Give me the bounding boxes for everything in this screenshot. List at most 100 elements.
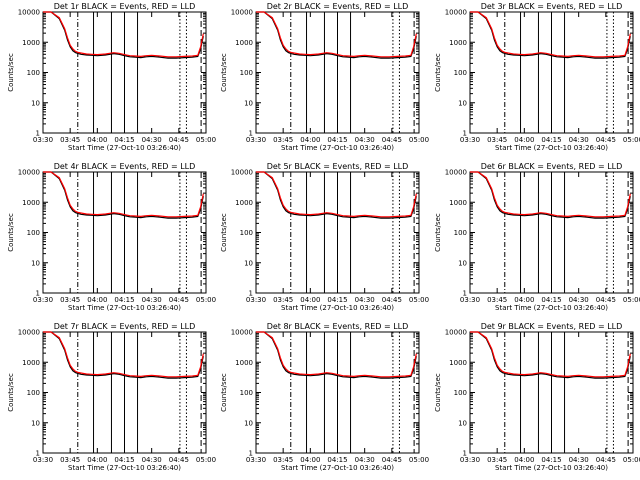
panel-title: Det 1r BLACK = Events, RED = LLD (54, 2, 196, 11)
y-tick-label: 10 (244, 99, 253, 107)
x-axis-label: Start Time (27-Oct-10 03:26:40) (68, 464, 181, 472)
series-line-events (256, 11, 417, 59)
y-tick-label: 1000 (235, 39, 253, 47)
y-tick-label: 10000 (231, 9, 253, 17)
x-tick-label: 04:00 (87, 136, 107, 144)
x-tick-label: 04:30 (355, 136, 375, 144)
y-tick-label: 10 (31, 419, 40, 427)
x-tick-label: 04:00 (300, 456, 320, 464)
y-tick-label: 100 (240, 229, 253, 237)
x-tick-label: 03:30 (460, 296, 480, 304)
panel-title: Det 5r BLACK = Events, RED = LLD (267, 162, 409, 171)
y-tick-label: 1000 (449, 199, 467, 207)
panel-title: Det 7r BLACK = Events, RED = LLD (54, 322, 196, 331)
x-tick-label: 03:45 (60, 296, 80, 304)
x-tick-label: 04:30 (142, 296, 162, 304)
panel-title: Det 9r BLACK = Events, RED = LLD (481, 322, 623, 331)
y-tick-label: 1000 (235, 359, 253, 367)
x-tick-label: 04:45 (169, 136, 189, 144)
y-tick-label: 10000 (445, 169, 467, 177)
x-tick-label: 04:30 (142, 136, 162, 144)
y-tick-label: 1000 (235, 199, 253, 207)
x-tick-label: 04:45 (382, 296, 402, 304)
y-axis-label: Counts/sec (7, 213, 15, 252)
y-tick-label: 100 (454, 69, 467, 77)
y-axis-label: Counts/sec (434, 373, 442, 412)
y-axis-label: Counts/sec (220, 53, 228, 92)
series-line-lld (470, 11, 631, 58)
x-tick-label: 04:00 (87, 456, 107, 464)
x-tick-label: 03:30 (33, 136, 53, 144)
x-tick-label: 05:00 (196, 456, 216, 464)
x-axis-label: Start Time (27-Oct-10 03:26:40) (68, 144, 181, 152)
x-tick-label: 04:00 (300, 296, 320, 304)
panel-2: Det 2r BLACK = Events, RED = LLD 1 10 100 10… (220, 2, 429, 152)
y-tick-label: 100 (27, 229, 40, 237)
x-tick-label: 03:45 (487, 136, 507, 144)
x-tick-label: 05:00 (409, 136, 429, 144)
y-tick-label: 1 (463, 130, 467, 138)
x-tick-label: 04:00 (514, 456, 534, 464)
y-tick-label: 10000 (18, 9, 40, 17)
x-tick-label: 03:45 (273, 296, 293, 304)
panel-title: Det 6r BLACK = Events, RED = LLD (481, 162, 623, 171)
y-axis-label: Counts/sec (7, 373, 15, 412)
x-tick-label: 03:30 (460, 456, 480, 464)
x-tick-label: 04:00 (514, 136, 534, 144)
panel-6: Det 6r BLACK = Events, RED = LLD 1 10 100 10… (434, 162, 640, 312)
y-tick-label: 1000 (22, 359, 40, 367)
series-line-events (43, 331, 204, 379)
y-tick-label: 1000 (22, 39, 40, 47)
panel-3: Det 3r BLACK = Events, RED = LLD 1 10 100 10… (434, 2, 640, 152)
x-tick-label: 04:15 (327, 296, 347, 304)
x-axis-label: Start Time (27-Oct-10 03:26:40) (495, 304, 608, 312)
y-tick-label: 100 (27, 69, 40, 77)
series-line-lld (256, 171, 417, 218)
x-tick-label: 03:30 (246, 136, 266, 144)
y-axis-label: Counts/sec (434, 53, 442, 92)
y-tick-label: 100 (240, 69, 253, 77)
x-tick-label: 03:45 (487, 456, 507, 464)
x-tick-label: 04:30 (569, 296, 589, 304)
x-axis-label: Start Time (27-Oct-10 03:26:40) (281, 464, 394, 472)
y-tick-label: 1 (36, 130, 40, 138)
x-axis-label: Start Time (27-Oct-10 03:26:40) (68, 304, 181, 312)
x-axis-label: Start Time (27-Oct-10 03:26:40) (281, 144, 394, 152)
x-tick-label: 04:00 (87, 296, 107, 304)
y-tick-label: 10000 (445, 329, 467, 337)
x-tick-label: 03:45 (273, 136, 293, 144)
x-tick-label: 03:45 (60, 456, 80, 464)
panel-title: Det 8r BLACK = Events, RED = LLD (267, 322, 409, 331)
y-tick-label: 100 (27, 389, 40, 397)
x-tick-label: 04:15 (541, 456, 561, 464)
x-tick-label: 05:00 (623, 136, 640, 144)
y-axis-label: Counts/sec (220, 213, 228, 252)
x-tick-label: 05:00 (623, 456, 640, 464)
x-tick-label: 05:00 (196, 136, 216, 144)
x-tick-label: 05:00 (623, 296, 640, 304)
y-tick-label: 1000 (22, 199, 40, 207)
x-tick-label: 03:45 (60, 136, 80, 144)
series-line-lld (43, 331, 204, 378)
y-tick-label: 10 (244, 419, 253, 427)
x-tick-label: 03:45 (273, 456, 293, 464)
y-tick-label: 10 (458, 99, 467, 107)
x-tick-label: 03:30 (33, 456, 53, 464)
series-line-events (470, 171, 631, 219)
series-line-events (256, 171, 417, 219)
y-tick-label: 10 (458, 259, 467, 267)
y-tick-label: 1000 (449, 39, 467, 47)
x-axis-label: Start Time (27-Oct-10 03:26:40) (495, 464, 608, 472)
x-tick-label: 04:45 (169, 296, 189, 304)
series-line-lld (256, 11, 417, 58)
y-tick-label: 10 (31, 99, 40, 107)
panel-title: Det 2r BLACK = Events, RED = LLD (267, 2, 409, 11)
x-tick-label: 04:15 (114, 136, 134, 144)
y-tick-label: 10 (31, 259, 40, 267)
x-tick-label: 04:30 (355, 456, 375, 464)
x-axis-label: Start Time (27-Oct-10 03:26:40) (281, 304, 394, 312)
panel-1: Det 1r BLACK = Events, RED = LLD 1 10 100 10… (7, 2, 216, 152)
y-tick-label: 1 (249, 130, 253, 138)
series-line-lld (43, 171, 204, 218)
